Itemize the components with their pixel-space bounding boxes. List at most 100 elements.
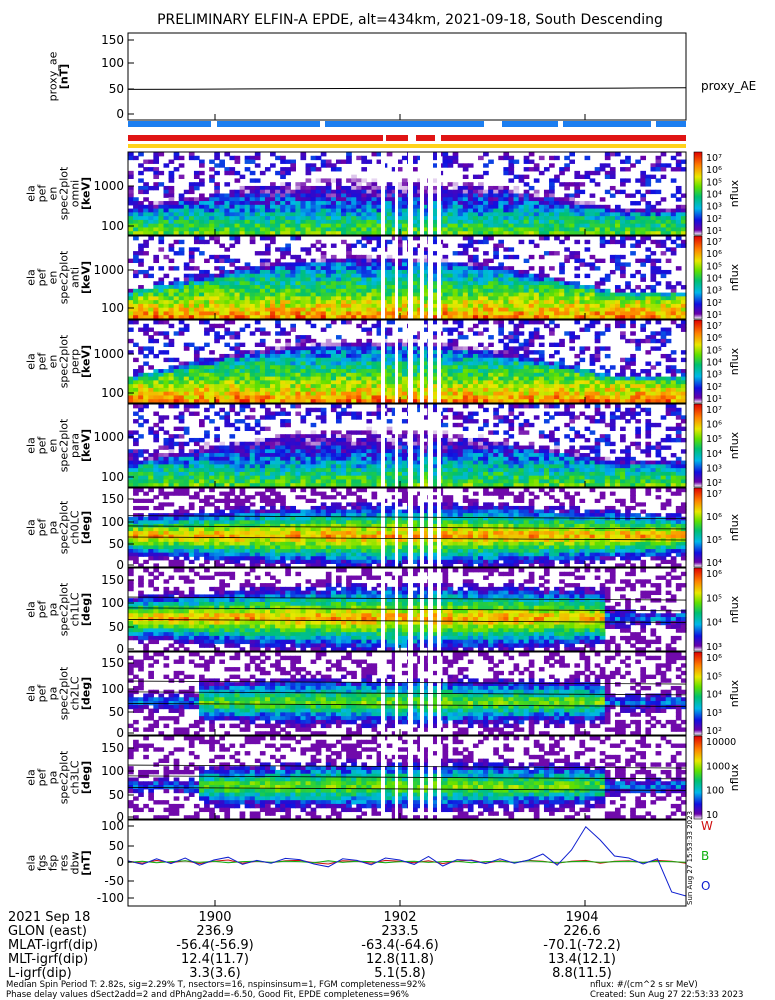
- spectrogram-cell: [366, 346, 373, 351]
- spectrogram-cell: [528, 254, 535, 260]
- spectrogram-cell: [310, 262, 317, 267]
- spectrogram-cell: [214, 323, 220, 329]
- spectrogram-cell: [386, 219, 393, 225]
- spectrogram-cell: [335, 204, 342, 210]
- spectrogram-cell: [472, 288, 479, 294]
- spectrogram-cell: [209, 372, 215, 378]
- spectrogram-cell: [204, 231, 210, 236]
- spectrogram-cell: [168, 376, 175, 381]
- spectrogram-cell: [341, 292, 347, 297]
- spectrogram-cell: [133, 204, 139, 210]
- spectrogram-cell: [483, 273, 489, 279]
- spectrogram-cell: [356, 273, 362, 279]
- spectrogram-cell: [518, 227, 525, 232]
- spectrogram-cell: [325, 201, 332, 206]
- spectrogram-cell: [391, 288, 398, 294]
- spectrogram-cell: [386, 281, 393, 286]
- spectrogram-cell: [335, 277, 342, 282]
- spectrogram-cell: [447, 357, 454, 363]
- spectrogram-cell: [290, 296, 296, 301]
- spectrogram-cell: [325, 307, 332, 313]
- spectrogram-cell: [396, 292, 403, 297]
- spectrogram-cell: [609, 269, 616, 275]
- spectrogram-cell: [604, 277, 611, 282]
- spectrogram-cell: [158, 350, 165, 355]
- spectrogram-cell: [285, 219, 291, 225]
- spectrogram-cell: [285, 292, 291, 297]
- spectrogram-cell: [209, 193, 215, 198]
- spectrogram-cell: [488, 223, 494, 229]
- spectrogram-cell: [133, 315, 139, 320]
- spectrogram-cell: [178, 281, 185, 286]
- spectrogram-cell: [533, 227, 540, 232]
- spectrogram-cell: [214, 236, 220, 241]
- spectrogram-cell: [483, 315, 489, 320]
- spectrogram-cell: [143, 219, 149, 225]
- spectrogram-cell: [143, 311, 149, 316]
- spectrogram-cell: [386, 380, 393, 385]
- spectrogram-cell: [193, 281, 200, 286]
- spectrogram-cell: [295, 380, 302, 385]
- spectrogram-cell: [559, 342, 565, 348]
- spectrogram-cell: [483, 204, 489, 210]
- spectrogram-cell: [259, 311, 266, 316]
- spectrogram-cell: [584, 292, 591, 297]
- spectrogram-cell: [219, 303, 225, 309]
- spectrogram-cell: [356, 223, 362, 229]
- spectrogram-cell: [168, 159, 175, 164]
- spectrogram-cell: [503, 376, 510, 381]
- spectrogram-cell: [417, 292, 423, 297]
- spectrogram-cell: [579, 384, 586, 389]
- spectrogram-cell: [503, 288, 510, 294]
- spectrogram-cell: [173, 155, 180, 161]
- spectrogram-cell: [401, 346, 408, 351]
- spectrogram-cell: [153, 231, 160, 236]
- spectrogram-cell: [330, 353, 337, 359]
- spectrogram-cell: [589, 292, 596, 297]
- spectrogram-cell: [178, 391, 185, 397]
- spectrogram-cell: [346, 208, 352, 213]
- spectrogram-cell: [533, 365, 540, 370]
- spectrogram-cell: [660, 251, 667, 256]
- spectrogram-cell: [559, 269, 565, 275]
- spectrogram-cell: [335, 281, 342, 286]
- spectrogram-cell: [462, 369, 469, 374]
- spectrogram-cell: [244, 273, 251, 279]
- spectrogram-cell: [625, 281, 631, 286]
- spectrogram-cell: [310, 380, 317, 385]
- spectrogram-cell: [640, 296, 647, 301]
- fgm-bar-gap: [211, 121, 217, 127]
- spectrogram-cell: [584, 212, 591, 217]
- spectrogram-cell: [209, 212, 215, 217]
- spectrogram-cell: [483, 346, 489, 351]
- spectrogram-cell: [589, 227, 596, 232]
- spectrogram-cell: [310, 346, 317, 351]
- spectrogram-cell: [569, 288, 575, 294]
- spectrogram-cell: [310, 167, 317, 172]
- spectrogram-cell: [594, 395, 601, 400]
- spectrogram-cell: [478, 277, 484, 282]
- spectrogram-cell: [630, 303, 636, 309]
- spectrogram-cell: [158, 239, 165, 245]
- spectrogram-cell: [249, 197, 256, 202]
- spectrogram-cell: [513, 311, 520, 316]
- spectrogram-cell: [275, 204, 281, 210]
- spectrogram-cell: [183, 231, 190, 236]
- spectrogram-cell: [325, 311, 332, 316]
- spectrogram-cell: [264, 331, 271, 336]
- colorbar-tick-label: 10⁵: [706, 177, 722, 188]
- spectrogram-cell: [295, 346, 302, 351]
- spectrogram-cell: [432, 384, 439, 389]
- spectrogram-cell: [432, 201, 439, 206]
- spectrogram-cell: [346, 216, 352, 221]
- spectrogram-cell: [594, 292, 601, 297]
- spectrogram-cell: [609, 152, 616, 157]
- spectrogram-cell: [498, 361, 504, 366]
- spectrogram-cell: [285, 315, 291, 320]
- spectrogram-cell: [305, 376, 312, 381]
- spectrogram-cell: [214, 372, 220, 378]
- spectrogram-cell: [280, 197, 286, 202]
- spectrogram-cell: [285, 300, 291, 305]
- spectrogram-cell: [178, 292, 185, 297]
- spectrogram-cell: [254, 307, 261, 313]
